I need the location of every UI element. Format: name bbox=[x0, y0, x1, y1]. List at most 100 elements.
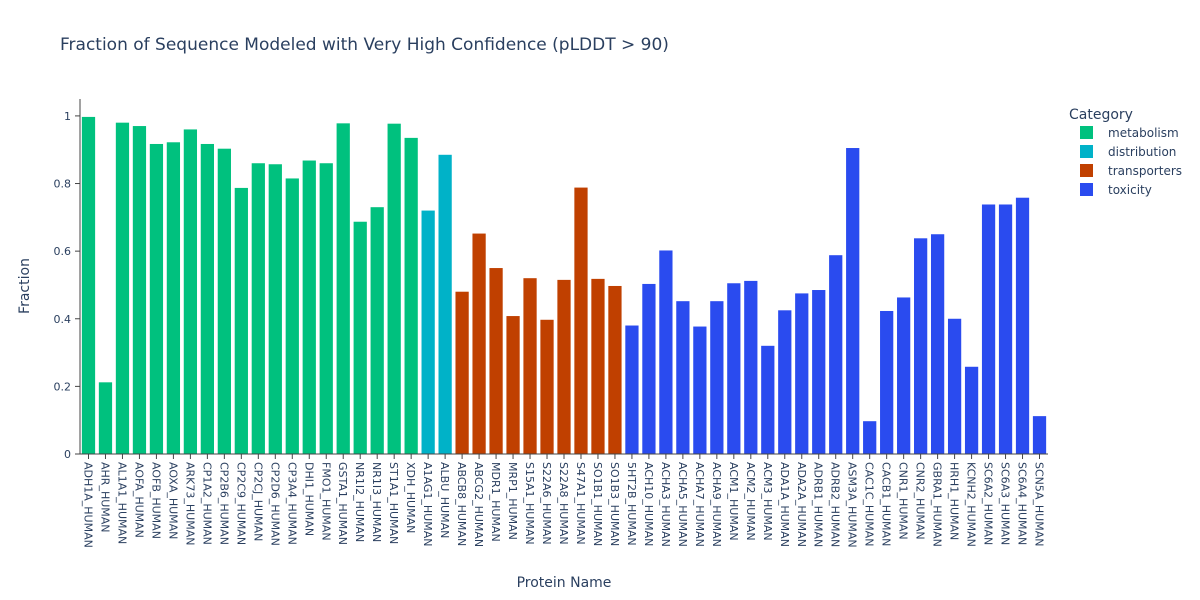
x-tick-label: AL1A1_HUMAN bbox=[115, 462, 128, 544]
bar-adh1a-human[interactable] bbox=[81, 116, 96, 455]
bar-acha3-human[interactable] bbox=[659, 250, 673, 454]
bar-aofa-human[interactable] bbox=[132, 126, 147, 455]
bar-al1a1-human[interactable] bbox=[115, 122, 130, 455]
x-tick-label: FMO1_HUMAN bbox=[319, 462, 332, 541]
y-tick-label: 0.8 bbox=[54, 178, 72, 191]
legend-swatch-transporters[interactable] bbox=[1080, 164, 1093, 177]
bar-acha5-human[interactable] bbox=[676, 301, 690, 454]
bar-s15a1-human[interactable] bbox=[523, 278, 537, 454]
bar-acm3-human[interactable] bbox=[761, 345, 775, 454]
bar-dhi1-human[interactable] bbox=[302, 160, 316, 454]
x-tick-label: ACM2_HUMAN bbox=[744, 462, 757, 541]
bar-5ht2b-human[interactable] bbox=[625, 325, 639, 454]
bar-acm1-human[interactable] bbox=[727, 283, 741, 454]
bar-ahr-human[interactable] bbox=[98, 382, 113, 454]
x-tick-label: A1AG1_HUMAN bbox=[421, 462, 434, 546]
bar-adrb2-human[interactable] bbox=[829, 255, 843, 454]
bar-cacb1-human[interactable] bbox=[880, 310, 894, 454]
x-tick-label: CNR2_HUMAN bbox=[914, 462, 927, 540]
x-tick-label: GSTA1_HUMAN bbox=[336, 462, 349, 545]
plot-area: 0 0.2 0.4 0.6 0.8 1 ADH1A_HUMAN AHR_HUMAN AL1A1_… bbox=[54, 99, 1048, 548]
x-tick-label: AOFA_HUMAN bbox=[132, 462, 145, 538]
x-tick-label: CNR1_HUMAN bbox=[897, 462, 910, 540]
bar-s22a6-human[interactable] bbox=[540, 319, 554, 454]
bar-s47a1-human[interactable] bbox=[574, 187, 588, 454]
bar-sc6a2-human[interactable] bbox=[981, 204, 996, 454]
legend-swatch-metabolism[interactable] bbox=[1080, 126, 1093, 139]
bar-cp3a4-human[interactable] bbox=[285, 178, 299, 454]
bar-acha7-human[interactable] bbox=[693, 326, 707, 454]
x-tick-label: AOFB_HUMAN bbox=[149, 462, 162, 539]
bar-mrp1-human[interactable] bbox=[506, 316, 520, 454]
bar-s22a8-human[interactable] bbox=[557, 279, 571, 454]
x-tick-label: SO1B1_HUMAN bbox=[591, 462, 604, 546]
bar-kcnh2-human[interactable] bbox=[964, 366, 979, 454]
x-tick-label: ACHA3_HUMAN bbox=[659, 462, 672, 547]
bar-cp2d6-human[interactable] bbox=[268, 164, 282, 454]
bar-adrb1-human[interactable] bbox=[812, 290, 826, 454]
legend-swatch-distribution[interactable] bbox=[1080, 145, 1093, 158]
bar-ark73-human[interactable] bbox=[183, 129, 198, 454]
x-tick-label: ADRB1_HUMAN bbox=[812, 462, 825, 547]
bar-cp2b6-human[interactable] bbox=[217, 148, 231, 454]
bar-ada1a-human[interactable] bbox=[778, 310, 792, 454]
bar-nr1i2-human[interactable] bbox=[353, 221, 367, 454]
x-tick-label: NR1I2_HUMAN bbox=[353, 462, 366, 542]
legend-label-distribution[interactable]: distribution bbox=[1108, 145, 1176, 159]
bar-aoxa-human[interactable] bbox=[166, 142, 181, 454]
x-tick-label: GBRA1_HUMAN bbox=[931, 462, 944, 547]
bar-sc6a3-human[interactable] bbox=[998, 204, 1013, 454]
legend-title: Category bbox=[1069, 107, 1133, 123]
bar-abcb8-human[interactable] bbox=[455, 291, 469, 454]
y-tick-label: 0.4 bbox=[54, 313, 72, 326]
legend: Category metabolism distribution transport… bbox=[1069, 107, 1182, 197]
bar-albu-human[interactable] bbox=[438, 154, 452, 455]
legend-swatch-toxicity[interactable] bbox=[1080, 183, 1093, 196]
bar-hrh1-human[interactable] bbox=[947, 318, 962, 454]
bar-cnr2-human[interactable] bbox=[914, 238, 928, 454]
bar-abcg2-human[interactable] bbox=[472, 233, 486, 454]
bar-a1ag1-human[interactable] bbox=[421, 210, 435, 454]
bar-gbra1-human[interactable] bbox=[930, 234, 945, 454]
bar-asm3a-human[interactable] bbox=[846, 148, 860, 454]
legend-label-transporters[interactable]: transporters bbox=[1108, 164, 1182, 178]
bar-cp2c9-human[interactable] bbox=[234, 187, 248, 455]
bar-fmo1-human[interactable] bbox=[319, 163, 333, 455]
bar-xdh-human[interactable] bbox=[404, 137, 418, 454]
bar-nr1i3-human[interactable] bbox=[370, 207, 384, 454]
legend-label-metabolism[interactable]: metabolism bbox=[1108, 126, 1179, 140]
bar-ach10-human[interactable] bbox=[642, 283, 656, 454]
bar-so1b3-human[interactable] bbox=[608, 285, 622, 454]
bar-cp2cj-human[interactable] bbox=[251, 163, 265, 455]
bar-cnr1-human[interactable] bbox=[897, 297, 911, 454]
legend-label-toxicity[interactable]: toxicity bbox=[1108, 183, 1152, 197]
x-tick-label: MDR1_HUMAN bbox=[489, 462, 502, 542]
x-tick-label: MRP1_HUMAN bbox=[506, 462, 519, 540]
bar-gsta1-human[interactable] bbox=[336, 123, 350, 454]
bar-scn5a-human[interactable] bbox=[1032, 416, 1047, 454]
x-tick-label: ACHA7_HUMAN bbox=[693, 462, 706, 547]
bar-mdr1-human[interactable] bbox=[489, 268, 503, 454]
x-tick-label: ADRB2_HUMAN bbox=[829, 462, 842, 547]
y-tick-label: 1 bbox=[64, 110, 71, 123]
bar-acha9-human[interactable] bbox=[710, 301, 724, 454]
x-tick-label: ACM1_HUMAN bbox=[727, 462, 740, 541]
bar-st1a1-human[interactable] bbox=[387, 123, 401, 455]
bar-cp1a2-human[interactable] bbox=[200, 143, 214, 454]
bar-ada2a-human[interactable] bbox=[795, 293, 809, 454]
bar-acm2-human[interactable] bbox=[744, 280, 758, 454]
x-tick-label: XDH_HUMAN bbox=[404, 462, 417, 533]
bar-cac1c-human[interactable] bbox=[863, 421, 877, 454]
x-tick-label: ST1A1_HUMAN bbox=[387, 462, 400, 544]
x-tick-label: ACHA5_HUMAN bbox=[676, 462, 689, 547]
bar-aofb-human[interactable] bbox=[149, 143, 164, 454]
bar-sc6a4-human[interactable] bbox=[1015, 197, 1030, 454]
y-tick-label: 0.2 bbox=[54, 380, 72, 393]
x-tick-label: CP2D6_HUMAN bbox=[268, 462, 281, 546]
y-axis-title: Fraction bbox=[17, 258, 33, 314]
bar-so1b1-human[interactable] bbox=[591, 278, 605, 454]
y-tick-label: 0.6 bbox=[54, 245, 72, 258]
x-tick-label: SC6A2_HUMAN bbox=[982, 462, 995, 545]
